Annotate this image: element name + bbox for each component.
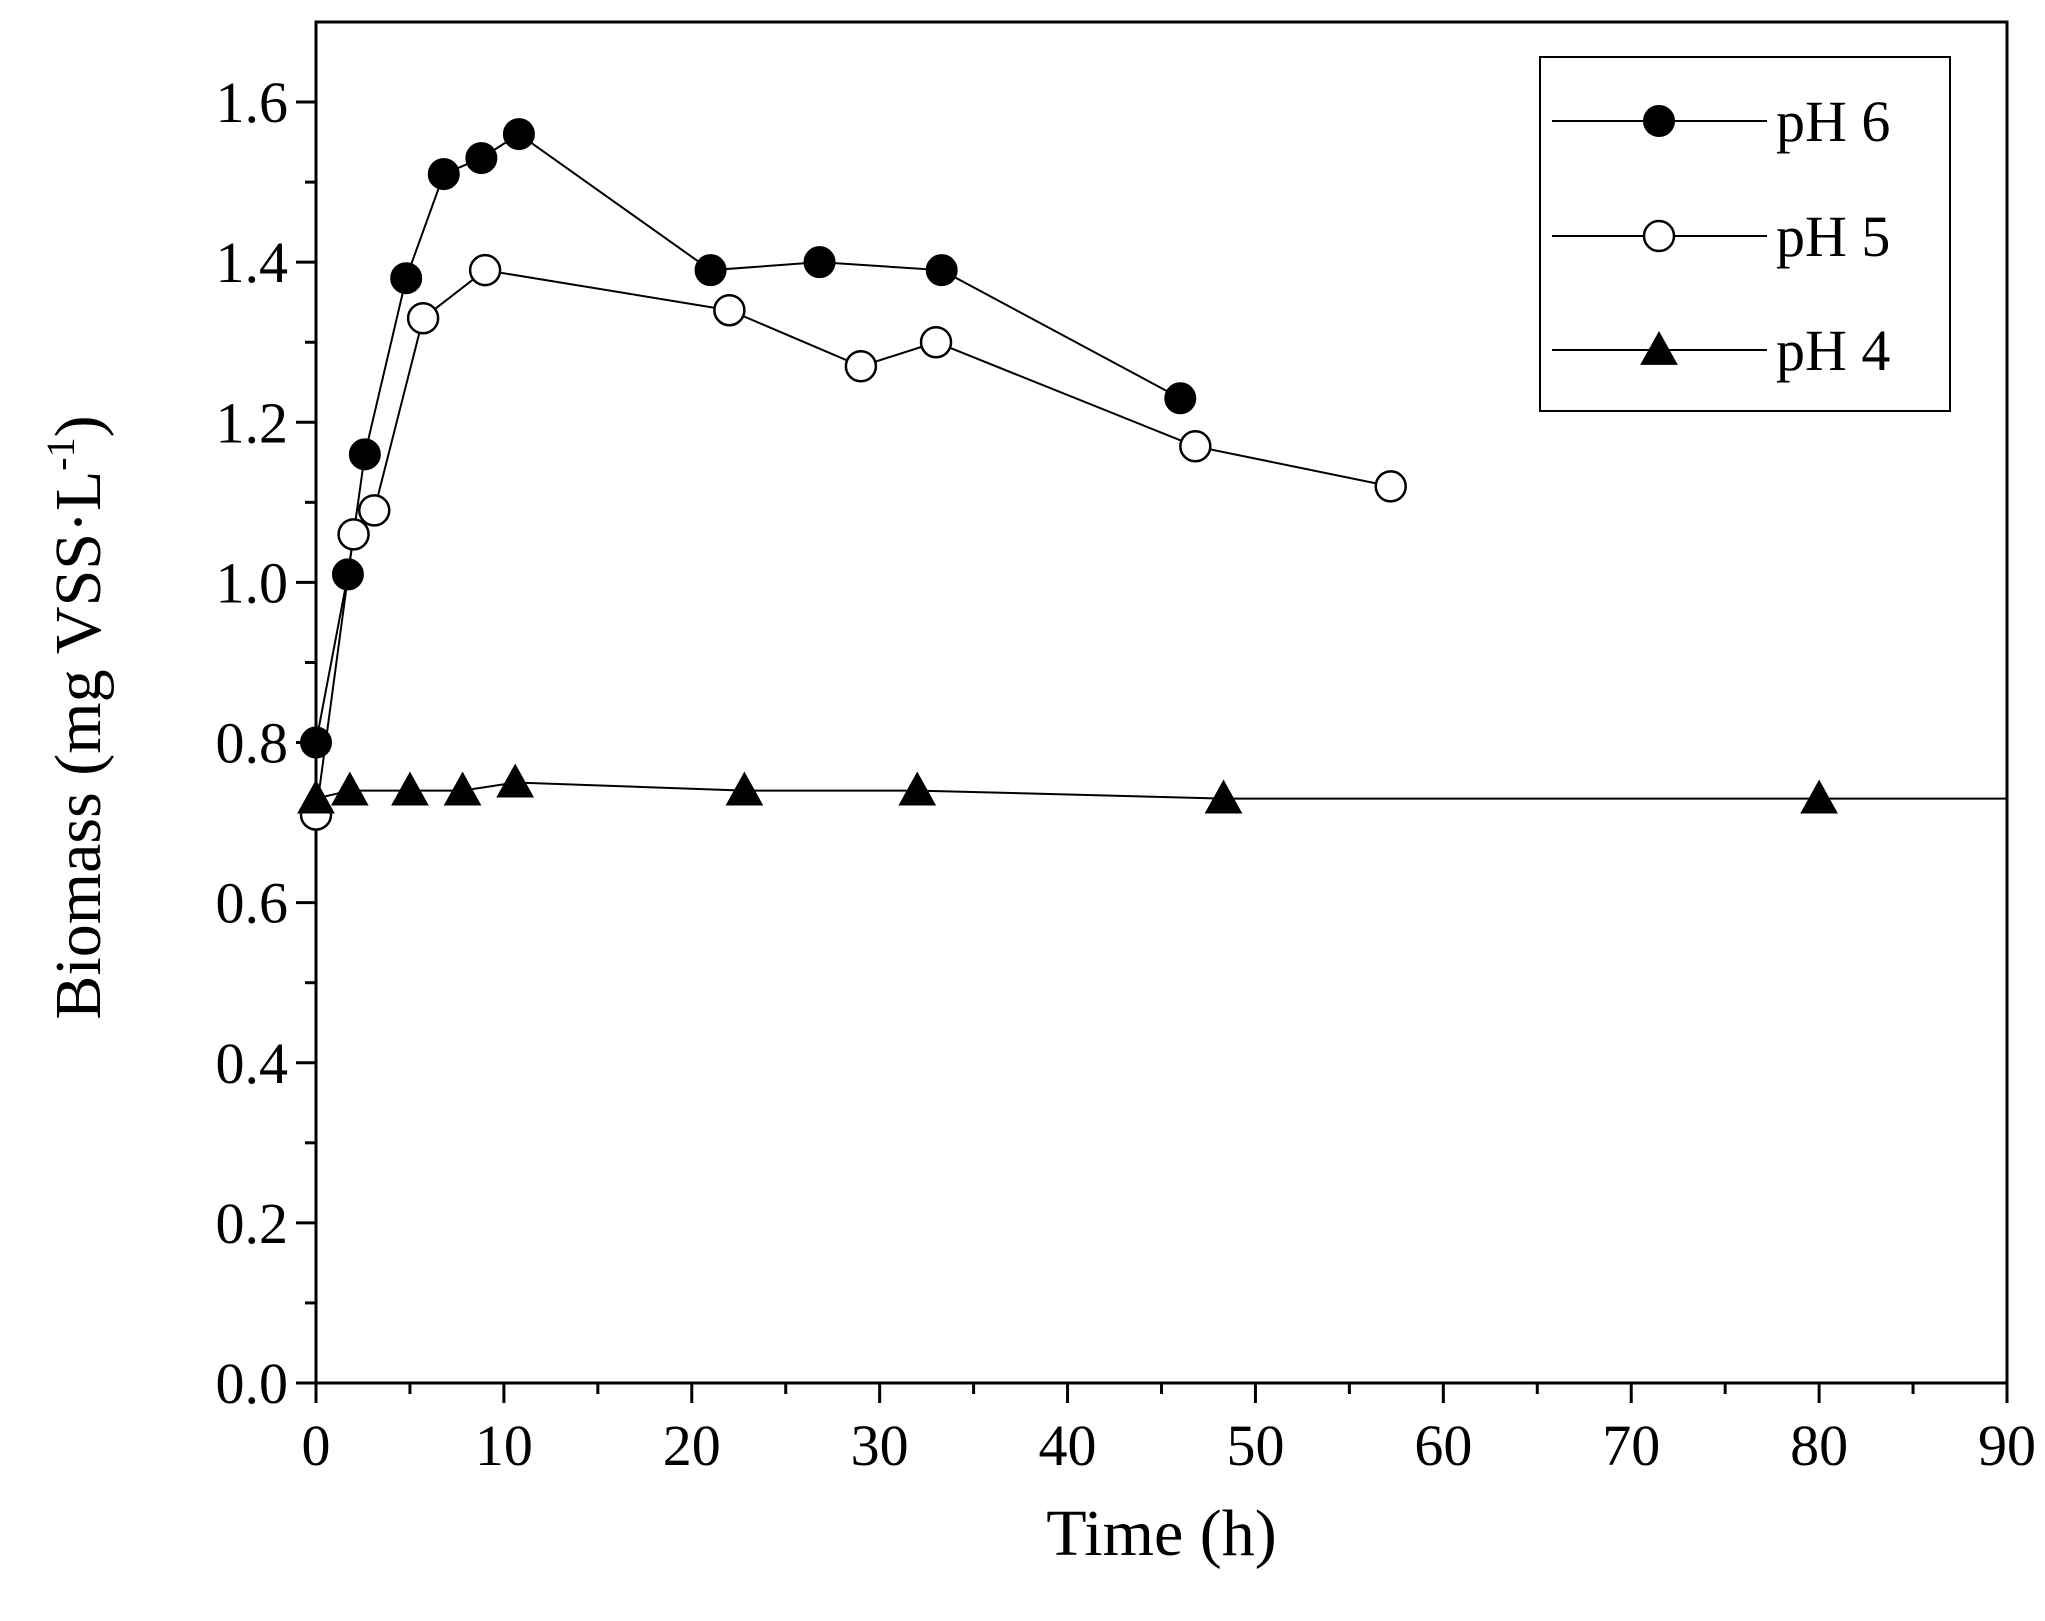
series-line-ph6 [315, 132, 1181, 743]
data-point-ph4 [443, 771, 482, 806]
data-point-ph6 [348, 438, 381, 471]
legend-label-ph5: pH 5 [1776, 204, 1890, 269]
x-tick-label: 50 [1226, 1413, 1284, 1478]
data-point-ph4 [391, 771, 429, 806]
legend-label-ph6: pH 6 [1776, 89, 1890, 154]
legend-marker-ph6 [1643, 105, 1675, 137]
data-point-ph5 [406, 301, 440, 335]
y-axis-title-main: Biomass (mg VSS·L [42, 471, 115, 1020]
legend: pH 6 pH 5 pH 4 [1539, 56, 1951, 412]
data-point-ph5 [844, 350, 878, 383]
series-layer [297, 118, 2007, 831]
x-tick-label: 30 [851, 1413, 909, 1478]
data-point-ph4 [898, 771, 937, 806]
x-tick-label: 0 [302, 1413, 331, 1478]
data-point-ph6 [300, 726, 332, 759]
data-point-ph4 [496, 763, 535, 798]
series-ph4 [297, 763, 2007, 814]
data-point-ph5 [468, 253, 502, 287]
data-point-ph5 [357, 494, 391, 527]
data-point-ph6 [502, 118, 535, 151]
series-line-ph4 [315, 781, 2007, 800]
data-point-ph5 [337, 518, 370, 551]
data-point-ph6 [1164, 382, 1197, 415]
axes-layer: 0 10 20 30 40 50 60 70 80 90 0.0 0.2 0.4 0.6 0.8 1.0 1.2… [216, 20, 2036, 1478]
x-tick-label: 10 [475, 1413, 533, 1478]
x-tick-label: 80 [1790, 1413, 1848, 1478]
data-point-ph4 [297, 779, 335, 814]
data-point-ph6 [390, 262, 423, 295]
legend-marker-ph5 [1642, 219, 1676, 253]
data-point-ph4 [725, 771, 764, 806]
y-axis-title-close: ) [42, 415, 115, 437]
y-tick-label: 0.0 [216, 1351, 289, 1416]
data-point-ph5 [1374, 470, 1407, 503]
data-point-ph4 [330, 771, 369, 806]
legend-marker-ph4 [1640, 330, 1678, 365]
y-axis-title-superscript: -1 [38, 437, 83, 470]
legend-box [1539, 56, 1951, 412]
data-point-ph5 [713, 293, 746, 327]
y-tick-label: 0.8 [216, 711, 289, 776]
y-tick-label: 0.4 [216, 1031, 289, 1096]
series-ph6 [300, 118, 1197, 759]
data-point-ph6 [427, 158, 460, 191]
y-axis-title: Biomass (mg VSS·L-1) [38, 415, 115, 1019]
data-point-ph6 [803, 246, 836, 279]
x-tick-label: 90 [1978, 1413, 2036, 1478]
data-point-ph5 [1179, 430, 1212, 463]
y-tick-label: 1.2 [216, 390, 289, 455]
x-tick-label: 70 [1602, 1413, 1660, 1478]
x-tick-label: 60 [1414, 1413, 1472, 1478]
series-line-ph5 [315, 269, 1391, 815]
x-axis-title: Time (h) [1046, 1497, 1276, 1570]
data-point-ph6 [925, 254, 958, 287]
data-point-ph6 [465, 142, 498, 175]
y-tick-label: 1.0 [216, 550, 289, 615]
data-point-ph4 [1204, 779, 1243, 814]
x-tick-label: 20 [663, 1413, 721, 1478]
data-point-ph5 [919, 325, 953, 359]
y-tick-label: 1.4 [216, 230, 289, 295]
y-tick-label: 1.6 [216, 70, 289, 135]
y-tick-label: 0.2 [216, 1191, 289, 1256]
legend-label-ph4: pH 4 [1776, 318, 1890, 383]
data-point-ph6 [694, 254, 727, 287]
data-point-ph4 [1800, 779, 1838, 814]
series-ph5 [299, 253, 1407, 831]
x-tick-label: 40 [1039, 1413, 1097, 1478]
y-tick-label: 0.6 [216, 871, 289, 936]
